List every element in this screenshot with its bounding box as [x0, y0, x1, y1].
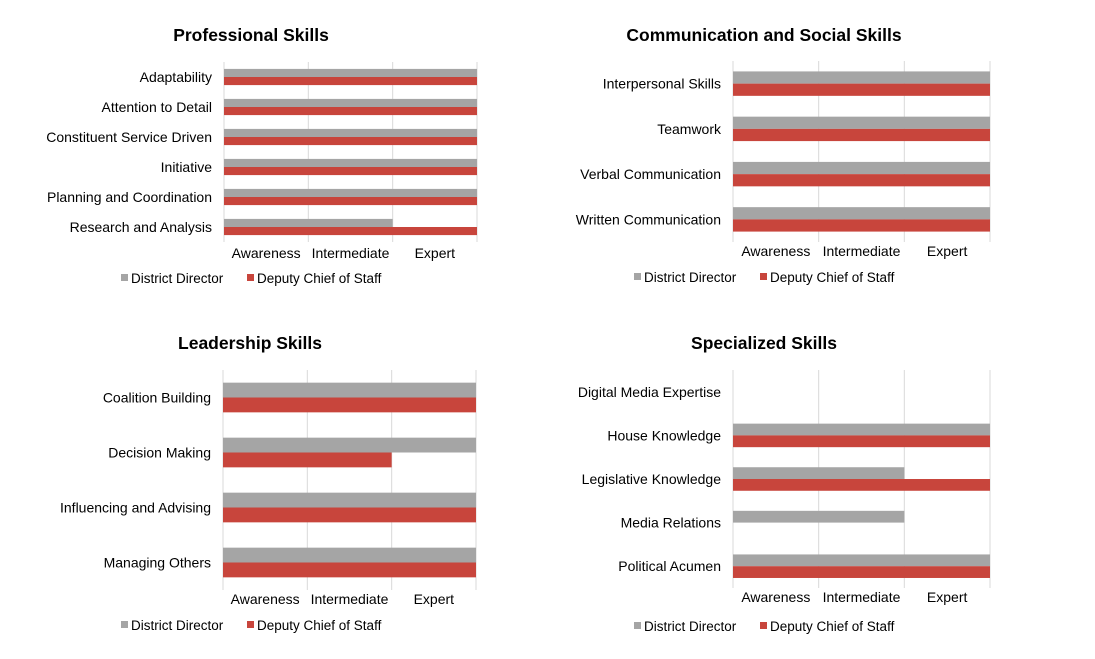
category-label: Media Relations	[621, 515, 721, 531]
chart-title: Specialized Skills	[691, 333, 837, 353]
chart-panel-2: Communication and Social Skills Interpers…	[576, 25, 991, 285]
x-tick-label: Awareness	[741, 589, 810, 605]
legend-label-deputy-chief-of-staff: Deputy Chief of Staff	[257, 271, 382, 286]
bar-deputy-chief-of-staff	[223, 507, 476, 523]
bar-district-director	[223, 547, 476, 563]
bar-district-director	[224, 158, 477, 167]
x-tick-label: Intermediate	[823, 243, 901, 259]
bar-deputy-chief-of-staff	[733, 83, 990, 96]
chart-title: Communication and Social Skills	[626, 25, 901, 45]
legend-swatch-district-director	[634, 273, 641, 280]
category-label: Coalition Building	[103, 390, 211, 406]
bar-deputy-chief-of-staff	[733, 566, 990, 578]
x-tick-label: Awareness	[231, 591, 300, 607]
category-label: Decision Making	[108, 445, 211, 461]
bar-deputy-chief-of-staff	[733, 479, 990, 491]
chart-panel-3: Leadership Skills Coalition Building Decis…	[60, 333, 477, 633]
bar-district-director	[733, 554, 990, 567]
x-tick-label: Intermediate	[312, 245, 390, 261]
bar-district-director	[733, 423, 990, 436]
category-label: Interpersonal Skills	[603, 76, 721, 92]
category-label: Initiative	[161, 159, 213, 175]
bar-deputy-chief-of-staff	[224, 137, 477, 146]
legend-swatch-district-director	[121, 274, 128, 281]
category-label: Teamwork	[657, 121, 722, 137]
category-label: Research and Analysis	[70, 219, 212, 235]
category-label: Constituent Service Driven	[46, 129, 212, 145]
bar-district-director	[224, 188, 477, 197]
bar-deputy-chief-of-staff	[223, 562, 476, 578]
legend-label-deputy-chief-of-staff: Deputy Chief of Staff	[770, 270, 895, 285]
bar-deputy-chief-of-staff	[224, 77, 477, 86]
bar-deputy-chief-of-staff	[733, 435, 990, 448]
category-label: Verbal Communication	[580, 166, 721, 182]
bar-deputy-chief-of-staff	[224, 197, 477, 206]
bar-deputy-chief-of-staff	[733, 174, 990, 187]
legend-swatch-deputy-chief-of-staff	[247, 621, 254, 628]
x-tick-label: Expert	[415, 245, 456, 261]
bar-deputy-chief-of-staff	[224, 107, 477, 116]
bar-district-director	[223, 437, 476, 453]
legend-swatch-district-director	[634, 622, 641, 629]
legend-swatch-district-director	[121, 621, 128, 628]
category-label: Influencing and Advising	[60, 500, 211, 516]
x-tick-label: Awareness	[741, 243, 810, 259]
category-label: Political Acumen	[618, 558, 721, 574]
legend-label-deputy-chief-of-staff: Deputy Chief of Staff	[257, 618, 382, 633]
x-tick-label: Expert	[927, 589, 968, 605]
legend-label-district-director: District Director	[131, 618, 224, 633]
bar-district-director	[733, 207, 990, 220]
bar-district-director	[223, 492, 476, 508]
category-label: Legislative Knowledge	[582, 471, 722, 487]
category-label: Adaptability	[140, 69, 212, 85]
x-tick-label: Intermediate	[823, 589, 901, 605]
bar-district-director	[224, 68, 477, 77]
bar-district-director	[733, 71, 990, 84]
bar-district-director	[224, 98, 477, 107]
legend-swatch-deputy-chief-of-staff	[760, 622, 767, 629]
chart-title: Leadership Skills	[178, 333, 322, 353]
bar-district-director	[733, 161, 990, 175]
legend-swatch-deputy-chief-of-staff	[760, 273, 767, 280]
legend-label-district-director: District Director	[644, 270, 737, 285]
category-label: Planning and Coordination	[47, 189, 212, 205]
legend-label-district-director: District Director	[644, 619, 737, 634]
bar-district-director	[224, 128, 477, 137]
bar-deputy-chief-of-staff	[733, 219, 990, 232]
category-label: House Knowledge	[607, 427, 721, 443]
x-tick-label: Expert	[414, 591, 455, 607]
legend-swatch-deputy-chief-of-staff	[247, 274, 254, 281]
category-label: Managing Others	[104, 555, 211, 571]
bar-district-director	[733, 467, 905, 479]
category-label: Written Communication	[576, 211, 721, 227]
bar-deputy-chief-of-staff	[224, 167, 477, 176]
bar-deputy-chief-of-staff	[223, 452, 392, 468]
chart-panel-1: Professional Skills Adaptability Attention…	[46, 25, 478, 286]
bar-district-director	[733, 510, 905, 523]
bar-district-director	[733, 116, 990, 129]
legend-label-deputy-chief-of-staff: Deputy Chief of Staff	[770, 619, 895, 634]
x-tick-label: Intermediate	[311, 591, 389, 607]
bar-deputy-chief-of-staff	[733, 128, 990, 142]
bar-deputy-chief-of-staff	[224, 227, 477, 236]
x-tick-label: Expert	[927, 243, 968, 259]
bar-district-director	[224, 218, 393, 227]
category-label: Attention to Detail	[101, 99, 212, 115]
bar-district-director	[223, 382, 476, 398]
chart-panel-4: Specialized Skills Digital Media Expertis…	[578, 333, 991, 634]
chart-title: Professional Skills	[173, 25, 329, 45]
bar-deputy-chief-of-staff	[223, 397, 476, 413]
x-tick-label: Awareness	[232, 245, 301, 261]
category-label: Digital Media Expertise	[578, 384, 721, 400]
legend-label-district-director: District Director	[131, 271, 224, 286]
